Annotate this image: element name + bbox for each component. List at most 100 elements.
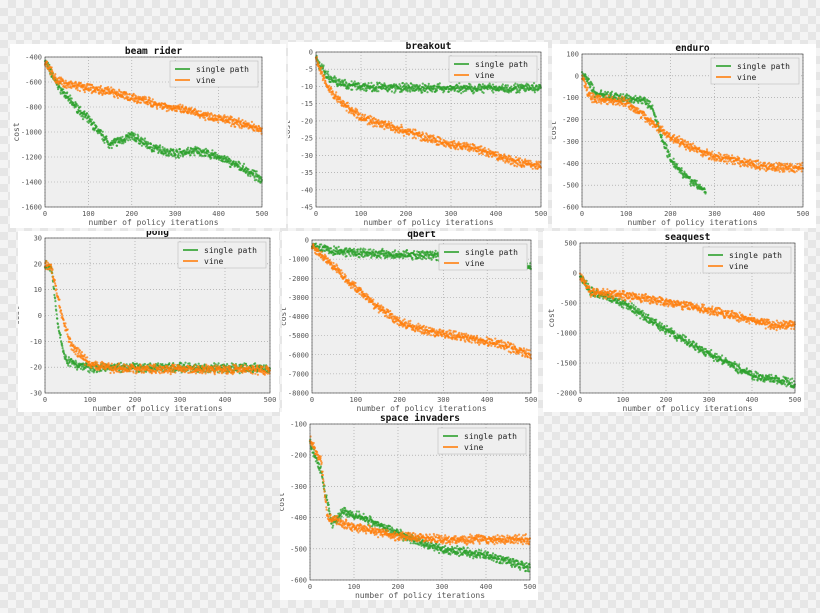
data-point xyxy=(122,96,125,99)
data-point xyxy=(77,347,80,350)
data-point xyxy=(101,88,104,91)
data-point xyxy=(538,164,542,167)
data-point xyxy=(70,86,73,90)
data-point xyxy=(128,93,131,96)
data-point xyxy=(524,158,527,161)
data-point xyxy=(228,162,231,165)
data-point xyxy=(113,96,116,99)
data-point xyxy=(62,80,65,83)
x-tick-label: 500 xyxy=(797,210,810,218)
data-point xyxy=(628,102,632,105)
data-point xyxy=(207,112,210,115)
x-tick-label: 100 xyxy=(355,210,368,218)
data-point xyxy=(55,309,58,312)
data-point xyxy=(387,120,390,123)
data-point xyxy=(353,80,356,83)
data-point xyxy=(365,119,368,122)
data-point xyxy=(216,118,219,121)
data-point xyxy=(647,102,650,105)
data-point xyxy=(511,162,514,165)
data-point xyxy=(622,104,625,108)
data-point xyxy=(88,115,91,118)
chart-panel-pong: 0 100 200 300 400 500 -30 -20 -10 0 10 20 30 pong numb… xyxy=(18,231,279,412)
data-point xyxy=(378,121,381,124)
data-point xyxy=(736,161,739,165)
data-point xyxy=(110,146,113,150)
y-tick-label: -1400 xyxy=(21,179,42,187)
data-point xyxy=(744,158,747,161)
data-point xyxy=(414,137,417,140)
data-point xyxy=(319,68,322,72)
data-point xyxy=(408,132,411,136)
data-point xyxy=(103,89,106,92)
data-point xyxy=(257,125,260,128)
data-point xyxy=(768,167,771,170)
data-point xyxy=(515,165,519,168)
data-point xyxy=(334,77,337,80)
data-point xyxy=(142,99,145,102)
data-point xyxy=(148,97,151,100)
data-point xyxy=(653,112,656,115)
data-point xyxy=(94,89,97,92)
data-point xyxy=(537,160,540,163)
data-point xyxy=(427,82,430,85)
data-point xyxy=(53,278,56,282)
data-point xyxy=(88,360,91,363)
legend-label: single path xyxy=(196,65,249,74)
data-point xyxy=(469,83,472,86)
data-point xyxy=(237,165,240,168)
data-point xyxy=(336,100,339,103)
data-point xyxy=(394,88,397,91)
data-point xyxy=(786,162,789,165)
data-point xyxy=(338,96,341,99)
data-point xyxy=(374,118,377,121)
data-point xyxy=(167,109,170,112)
data-point xyxy=(151,100,154,103)
data-point xyxy=(326,70,330,73)
data-point xyxy=(144,96,147,99)
data-point xyxy=(621,102,624,105)
data-point xyxy=(83,363,87,366)
data-point xyxy=(596,97,599,100)
data-point xyxy=(231,365,234,368)
data-point xyxy=(591,101,594,104)
data-point xyxy=(226,155,229,158)
data-point xyxy=(372,84,376,87)
data-point xyxy=(633,100,636,103)
data-point xyxy=(400,123,403,126)
data-point xyxy=(203,116,206,119)
data-point xyxy=(500,154,503,157)
chart-svg: 0 100 200 300 400 500-30-20-100102030pongnumb… xyxy=(18,231,277,412)
data-point xyxy=(360,116,364,119)
y-tick-label: -600 xyxy=(25,79,42,87)
data-point xyxy=(54,305,57,308)
data-point xyxy=(67,356,70,359)
data-point xyxy=(640,116,643,119)
data-point xyxy=(778,170,781,173)
data-point xyxy=(113,88,116,91)
data-point xyxy=(595,101,598,104)
data-point xyxy=(66,333,69,336)
data-point xyxy=(59,333,62,336)
series-vine xyxy=(314,56,542,170)
data-point xyxy=(627,101,630,104)
data-point xyxy=(244,120,247,123)
data-point xyxy=(238,372,241,375)
data-point xyxy=(486,88,489,91)
data-point xyxy=(245,171,249,174)
data-point xyxy=(483,84,486,87)
data-point xyxy=(86,84,89,87)
data-point xyxy=(252,172,255,176)
data-point xyxy=(194,108,197,111)
data-point xyxy=(411,130,414,133)
x-tick-label: 500 xyxy=(264,396,277,404)
y-tick-label: -30 xyxy=(29,390,42,398)
data-point xyxy=(193,154,196,157)
data-point xyxy=(94,91,97,94)
data-point xyxy=(83,83,86,87)
series-vine xyxy=(580,74,804,174)
data-point xyxy=(652,120,655,124)
data-point xyxy=(376,82,379,86)
data-point xyxy=(775,161,778,164)
legend-box xyxy=(448,55,538,83)
